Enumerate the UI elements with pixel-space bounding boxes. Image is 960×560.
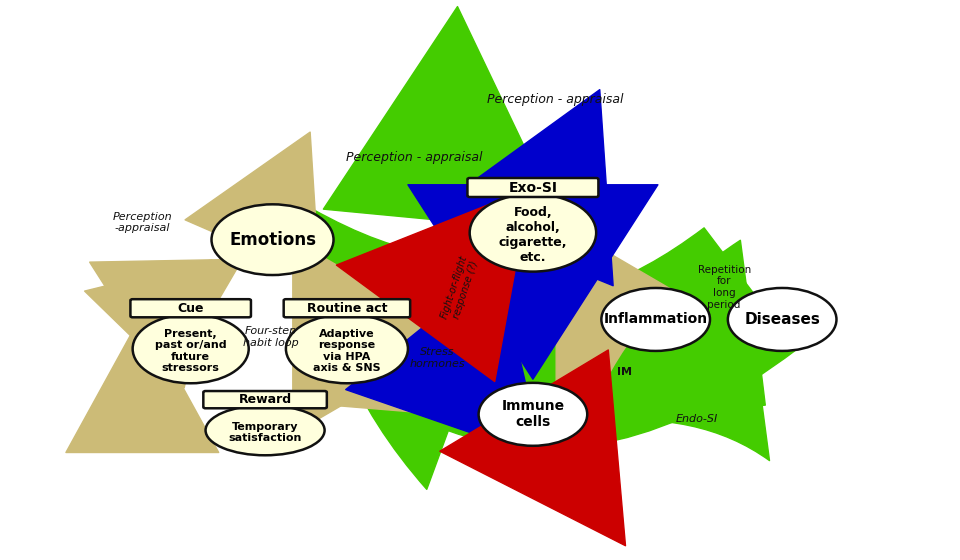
Ellipse shape: [286, 314, 408, 383]
Text: Emotions: Emotions: [229, 231, 316, 249]
Text: Cue: Cue: [178, 302, 204, 315]
Ellipse shape: [132, 314, 249, 383]
Text: Adaptive
response
via HPA
axis & SNS: Adaptive response via HPA axis & SNS: [313, 329, 381, 374]
Ellipse shape: [205, 405, 324, 455]
Text: Routine act: Routine act: [306, 302, 387, 315]
Text: Fight-or-flight
response (?): Fight-or-flight response (?): [440, 254, 481, 323]
Text: IM: IM: [617, 367, 632, 377]
Text: Perception - appraisal: Perception - appraisal: [346, 151, 482, 164]
Text: Diseases: Diseases: [744, 312, 820, 327]
Text: Temporary
satisfaction: Temporary satisfaction: [228, 422, 301, 443]
Text: Endo-SI: Endo-SI: [676, 414, 718, 423]
Text: Inflammation: Inflammation: [604, 312, 708, 326]
Circle shape: [211, 204, 333, 275]
Text: Exo-SI: Exo-SI: [509, 180, 558, 194]
FancyBboxPatch shape: [283, 299, 410, 318]
Text: Repetition
for
long
period: Repetition for long period: [698, 265, 751, 310]
Ellipse shape: [469, 194, 596, 272]
FancyBboxPatch shape: [204, 391, 326, 408]
Text: Food,
alcohol,
cigarette,
etc.: Food, alcohol, cigarette, etc.: [498, 206, 567, 264]
Text: Four-step
habit loop: Four-step habit loop: [243, 326, 299, 348]
Circle shape: [601, 288, 710, 351]
Circle shape: [479, 383, 588, 446]
Text: Present,
past or/and
future
stressors: Present, past or/and future stressors: [155, 329, 227, 374]
FancyBboxPatch shape: [131, 299, 251, 318]
Text: Perception - appraisal: Perception - appraisal: [487, 93, 623, 106]
Circle shape: [728, 288, 836, 351]
Text: Perception
-appraisal: Perception -appraisal: [112, 212, 172, 233]
Text: Immune
cells: Immune cells: [501, 399, 564, 430]
Text: Stress
hormones: Stress hormones: [409, 347, 465, 369]
FancyBboxPatch shape: [468, 178, 598, 197]
Text: Reward: Reward: [238, 393, 292, 406]
